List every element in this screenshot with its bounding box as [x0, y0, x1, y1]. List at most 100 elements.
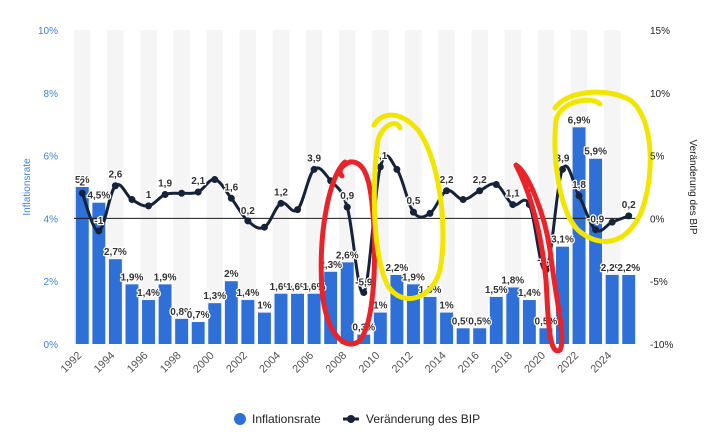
bar-label-2005: 1,6%: [286, 282, 309, 293]
bar-label-2007: 2,3%: [319, 260, 342, 271]
bar-2014: [440, 312, 454, 344]
bip-point-2006: [310, 165, 318, 173]
bar-label-2023: 5,9%: [584, 147, 607, 158]
x-tick-label-2014: 2014: [423, 350, 449, 376]
bip-point-2024: [608, 218, 616, 226]
bar-1999: [191, 322, 205, 344]
bip-point-2002: [244, 217, 252, 225]
bar-2009: [357, 334, 371, 344]
bip-line: [78, 154, 633, 297]
bar-label-1996: 1,4%: [137, 288, 160, 299]
x-axis: 1992 1994 1996 1998 2000 2002 2004 2006 2008 2010…: [59, 350, 615, 376]
bar-2016: [473, 328, 487, 344]
legend-item-inflation[interactable]: Inflationsrate: [234, 412, 321, 426]
bip-point-2000: [211, 175, 219, 183]
bar-label-2019: 1,4%: [518, 288, 541, 299]
bar-label-2001: 2%: [224, 269, 239, 280]
bar-label-2003: 1%: [257, 301, 272, 312]
bar-label-2010: 1%: [373, 301, 388, 312]
grid-band: [504, 30, 522, 344]
bar-label-2002: 1,4%: [236, 288, 259, 299]
bar-label-2015: 0,5%: [452, 316, 475, 327]
x-tick-label-2022: 2022: [555, 350, 581, 376]
bar-1998: [175, 318, 189, 344]
annotations: [318, 89, 653, 354]
y-left-tick-label: 0%: [44, 340, 59, 351]
bar-1997: [158, 284, 172, 344]
bar-label-2025: 2,2%: [617, 263, 640, 274]
bip-point-2017: [492, 180, 500, 188]
grid-band: [173, 30, 190, 344]
bar-2024: [605, 274, 619, 344]
legend: Inflationsrate Veränderung des BIP: [234, 412, 480, 426]
bar-label-2017: 1,5%: [485, 285, 508, 296]
bip-point-2001: [227, 194, 235, 202]
line-label-2009: -5,9: [355, 278, 373, 289]
bip-point-1997: [161, 191, 169, 199]
bar-label-2014: 1%: [439, 301, 454, 312]
y-left-tick-label: 4%: [44, 214, 59, 225]
bar-label-2012: 1,9%: [402, 272, 425, 283]
line-label-2023: -0,9: [587, 215, 605, 226]
bip-point-1998: [178, 189, 186, 197]
line-label-2014: 2,2: [440, 175, 454, 186]
bar-2022: [572, 127, 586, 344]
bip-point-1996: [145, 202, 153, 210]
y-left-tick-label: 2%: [44, 277, 59, 288]
bip-point-2021: [558, 165, 566, 173]
x-tick-label-2018: 2018: [489, 350, 515, 376]
x-tick-label-1992: 1992: [59, 350, 85, 376]
x-tick-label-2008: 2008: [324, 350, 350, 376]
bar-label-2021: 3,1%: [551, 235, 574, 246]
bip-point-2009: [360, 289, 368, 297]
grid-band: [603, 30, 621, 344]
bar-label-2011: 2,2%: [385, 263, 408, 274]
bip-point-2015: [459, 196, 467, 204]
bar-2004: [274, 293, 288, 344]
bar-1995: [125, 284, 139, 344]
bip-point-2025: [625, 212, 633, 220]
legend-item-bip[interactable]: Veränderung des BIP: [343, 412, 480, 426]
bar-1994: [108, 259, 122, 344]
bar-label-2000: 1,3%: [203, 291, 226, 302]
y-right-tick-label: -10%: [650, 340, 673, 351]
annotation-scribble-4: [552, 89, 653, 244]
line-label-1993: -1: [94, 216, 103, 227]
bip-point-2014: [443, 187, 451, 195]
bip-point-2012: [409, 208, 417, 216]
bip-point-2018: [509, 201, 517, 209]
annotation-scribble-1: [318, 159, 377, 347]
y-left-tick-label: 10%: [38, 26, 58, 37]
line-label-2025: 0,2: [622, 200, 636, 211]
bip-point-2023: [592, 226, 600, 234]
bar-2015: [456, 328, 470, 344]
bip-point-1999: [194, 188, 202, 196]
x-tick-label-2012: 2012: [390, 350, 416, 376]
bar-2002: [241, 300, 255, 344]
bip-point-2016: [476, 187, 484, 195]
y-left-tick-label: 8%: [44, 89, 59, 100]
legend-label-inflation: Inflationsrate: [252, 412, 321, 426]
grid-band: [471, 30, 488, 344]
line-label-2018: 1,1: [506, 189, 520, 200]
line-label-2004: 1,2: [274, 187, 288, 198]
y-axis-right-title: Veränderung des BIP: [687, 139, 698, 234]
line-label-2008: 0,9: [340, 191, 354, 202]
bar-2000: [208, 303, 222, 344]
bar-label-1998: 0,8%: [170, 307, 193, 318]
grid-band: [206, 30, 224, 344]
x-tick-label-1994: 1994: [92, 350, 118, 376]
bar-2011: [390, 274, 404, 344]
bar-label-1994: 2,7%: [104, 247, 127, 258]
bar-2010: [373, 312, 387, 344]
bip-point-2010: [376, 163, 384, 171]
grid-band: [405, 30, 422, 344]
line-label-2022: 1,8: [572, 180, 586, 191]
bar-label-1999: 0,7%: [187, 310, 210, 321]
bar-label-2016: 0,5%: [468, 316, 491, 327]
bar-label-2018: 1,8%: [501, 275, 524, 286]
x-tick-label-2006: 2006: [290, 350, 316, 376]
line-label-2012: 0,5: [407, 196, 421, 207]
line-label-2001: 1,6: [224, 182, 238, 193]
y-axis-right: -10% -5% 0% 5% 10% 15%: [650, 26, 673, 351]
